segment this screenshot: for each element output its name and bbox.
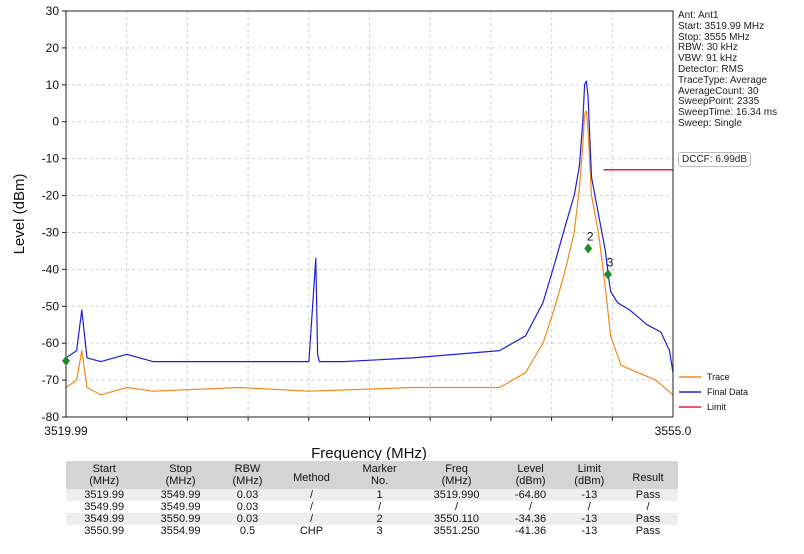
table-cell: Pass bbox=[618, 513, 678, 525]
table-cell: -64.80 bbox=[500, 489, 561, 501]
table-cell: -13 bbox=[560, 525, 619, 537]
table-header-cell: Stop (MHz) bbox=[142, 461, 219, 489]
table-cell: / bbox=[412, 501, 501, 513]
table-cell: 3550.99 bbox=[142, 513, 219, 525]
y-tick-label: -50 bbox=[42, 299, 60, 313]
table-cell: -41.36 bbox=[500, 525, 561, 537]
table-row: 3519.99 3549.99 0.03/1 3519.990 -64.80 -13 Pas… bbox=[66, 489, 678, 501]
table-cell: -13 bbox=[560, 489, 619, 501]
info-line: Start: 3519.99 MHz bbox=[678, 20, 765, 32]
legend-label: Limit bbox=[707, 402, 727, 412]
table-cell: 3550.99 bbox=[66, 525, 143, 537]
y-tick-label: 10 bbox=[46, 78, 60, 92]
table-header-cell: RBW (MHz) bbox=[218, 461, 277, 489]
table-cell: -13 bbox=[560, 513, 619, 525]
measurement-info: Ant: Ant1 Start: 3519.99 MHz Stop: 3555 MH… bbox=[678, 10, 802, 130]
table-cell: 0.03 bbox=[218, 489, 277, 501]
info-line: VBW: 91 kHz bbox=[678, 53, 738, 65]
table-cell: Pass bbox=[618, 525, 678, 537]
y-tick-label: -40 bbox=[42, 262, 60, 276]
table-cell: 3549.99 bbox=[142, 489, 219, 501]
table-cell: / bbox=[276, 489, 347, 501]
table-cell: 1 bbox=[346, 489, 413, 501]
info-line: SweepPoint: 2335 bbox=[678, 96, 760, 108]
table-header-cell: Result bbox=[618, 461, 678, 489]
table-cell: / bbox=[618, 501, 678, 513]
table-cell: 3550.110 bbox=[412, 513, 501, 525]
y-tick-label: 30 bbox=[46, 4, 60, 18]
table-cell: -34.36 bbox=[500, 513, 561, 525]
table-cell: 0.03 bbox=[218, 501, 277, 513]
grid-lines bbox=[66, 10, 673, 418]
table-cell: / bbox=[560, 501, 619, 513]
series-line-trace bbox=[65, 110, 674, 396]
table-header-row: Start (MHz) Stop (MHz) RBW (MHz) Method Marker N… bbox=[66, 461, 678, 489]
info-line: TraceType: Average bbox=[678, 74, 767, 86]
table-header-cell: Start (MHz) bbox=[66, 461, 143, 489]
table-row: 3549.99 3549.99 0.03// / / / / bbox=[66, 501, 678, 513]
table-cell: 3519.99 bbox=[66, 489, 143, 501]
info-line: Ant: Ant1 bbox=[678, 10, 719, 21]
table-cell: 3554.99 bbox=[142, 525, 219, 537]
y-tick-label: -60 bbox=[42, 336, 60, 350]
legend: Trace Final Data Limit bbox=[679, 372, 748, 412]
table-cell: 3551.250 bbox=[412, 525, 501, 537]
dccf-label: DCCF: 6.99dB bbox=[678, 152, 752, 167]
table-cell: / bbox=[346, 501, 413, 513]
series-lines bbox=[65, 80, 674, 396]
table-cell: 3549.99 bbox=[66, 513, 143, 525]
info-line: RBW: 30 kHz bbox=[678, 42, 738, 54]
table-cell: 3519.990 bbox=[412, 489, 501, 501]
y-tick-label: -30 bbox=[42, 225, 60, 239]
table-header-cell: Level (dBm) bbox=[500, 461, 561, 489]
marker-label: 3 bbox=[607, 255, 614, 269]
y-tick-label: -80 bbox=[42, 410, 60, 424]
table-header-cell: Limit (dBm) bbox=[560, 461, 619, 489]
table-cell: 3 bbox=[346, 525, 413, 537]
x-tick-label: 3555.0 bbox=[655, 424, 692, 438]
info-line: AverageCount: 30 bbox=[678, 85, 759, 97]
table-cell: 0.5 bbox=[218, 525, 277, 537]
table-cell: / bbox=[276, 513, 347, 525]
legend-label: Final Data bbox=[707, 387, 748, 397]
table-cell: 3549.99 bbox=[66, 501, 143, 513]
table-row: 3550.99 3554.99 0.5 CHP 3 3551.250 -41.36 -13 Pa… bbox=[66, 525, 678, 537]
x-tick-label: 3519.99 bbox=[44, 424, 88, 438]
y-axis-title: Level (dBm) bbox=[11, 174, 28, 255]
table-cell: 0.03 bbox=[218, 513, 277, 525]
info-line: SweepTime: 16.34 ms bbox=[678, 107, 778, 119]
table-cell: 2 bbox=[346, 513, 413, 525]
y-tick-label: -70 bbox=[42, 373, 60, 387]
info-line: Detector: RMS bbox=[678, 63, 744, 75]
y-tick-label: -20 bbox=[42, 189, 60, 203]
y-tick-label: 0 bbox=[52, 115, 59, 129]
table-row: 3549.99 3550.99 0.03/2 3550.110 -34.36 -13 Pas… bbox=[66, 513, 678, 525]
table-header-cell: Freq (MHz) bbox=[412, 461, 501, 489]
marker-point bbox=[584, 243, 593, 254]
table-cell: CHP bbox=[276, 525, 347, 537]
table-header-cell: Marker No. bbox=[346, 461, 413, 489]
x-axis-title: Frequency (MHz) bbox=[311, 445, 427, 460]
legend-label: Trace bbox=[707, 372, 730, 382]
marker-point bbox=[62, 355, 70, 366]
table-cell: 3549.99 bbox=[142, 501, 219, 513]
results-table: Start (MHz) Stop (MHz) RBW (MHz) Method Marker N… bbox=[66, 461, 678, 537]
markers: 23 bbox=[62, 230, 614, 366]
table-cell: Pass bbox=[618, 489, 678, 501]
marker-point bbox=[603, 269, 612, 280]
marker-label: 2 bbox=[587, 230, 594, 244]
table-header-cell: Method bbox=[276, 461, 347, 489]
info-line: Stop: 3555 MHz bbox=[678, 31, 750, 43]
table-cell: / bbox=[500, 501, 561, 513]
series-line-final-data bbox=[65, 80, 674, 373]
table-cell: / bbox=[276, 501, 347, 513]
y-tick-label: 20 bbox=[46, 41, 60, 55]
info-line: Sweep: Single bbox=[678, 117, 742, 129]
y-tick-label: -10 bbox=[42, 152, 60, 166]
